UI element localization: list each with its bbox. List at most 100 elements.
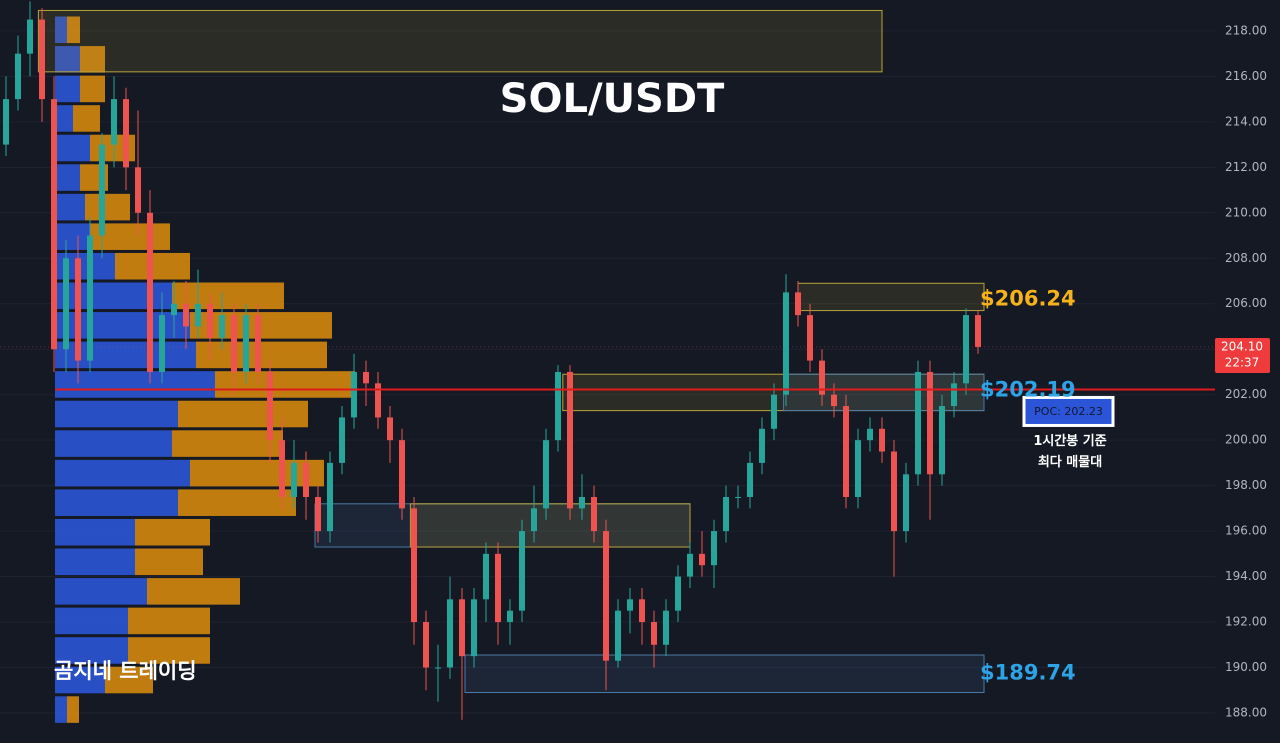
volume-sell-bar xyxy=(128,637,210,664)
candle-body xyxy=(771,394,777,429)
candle-body xyxy=(675,576,681,611)
candle-body xyxy=(555,371,561,441)
volume-sell-bar xyxy=(190,459,324,487)
candle-body xyxy=(495,553,501,623)
candle-body xyxy=(567,371,573,509)
price-label: $189.74 xyxy=(980,660,1076,684)
volume-sell-bar xyxy=(73,105,100,132)
y-tick-label: 188.00 xyxy=(1225,705,1267,719)
candle-body xyxy=(951,383,957,407)
candle-body xyxy=(519,531,525,611)
candle-body xyxy=(975,315,981,347)
candle-body xyxy=(111,99,117,145)
volume-buy-bar xyxy=(55,607,128,635)
candle-body xyxy=(591,497,597,532)
candle-body xyxy=(123,99,129,168)
volume-buy-bar xyxy=(55,637,128,664)
candle-body xyxy=(327,462,333,532)
candle-body xyxy=(699,553,705,566)
y-tick-label: 218.00 xyxy=(1225,23,1267,37)
candle-body xyxy=(387,417,393,441)
volume-buy-bar xyxy=(55,282,172,310)
volume-buy-bar xyxy=(55,400,178,428)
volume-buy-bar xyxy=(55,75,80,103)
candle-body xyxy=(471,599,477,657)
y-tick-label: 208.00 xyxy=(1225,251,1267,265)
y-tick-label: 206.00 xyxy=(1225,296,1267,310)
candle-body xyxy=(963,315,969,384)
volume-buy-bar xyxy=(55,16,67,44)
zone xyxy=(797,282,985,312)
volume-sell-bar xyxy=(172,282,284,310)
candle-body xyxy=(399,440,405,509)
volume-buy-bar xyxy=(55,223,90,250)
candle-body xyxy=(231,315,237,372)
candle-body xyxy=(279,440,285,498)
candle-body xyxy=(147,212,153,372)
volume-buy-bar xyxy=(55,459,190,487)
candle-body xyxy=(159,315,165,372)
volume-sell-bar xyxy=(80,75,105,103)
candle-body xyxy=(39,19,45,100)
candle-body xyxy=(483,553,489,600)
candle-body xyxy=(15,53,21,100)
candle-body xyxy=(75,258,81,361)
poc-label: POC: 202.23 xyxy=(1034,405,1103,418)
candle-body xyxy=(135,167,141,213)
candle-body xyxy=(51,99,57,350)
volume-buy-bar xyxy=(55,46,80,73)
candle-body xyxy=(171,303,177,316)
volume-sell-bar xyxy=(172,430,283,457)
zone xyxy=(37,9,883,73)
volume-sell-bar xyxy=(178,400,308,428)
candle-body xyxy=(867,428,873,441)
poc-note: 1시간봉 기준 xyxy=(1033,433,1106,449)
candle-body xyxy=(651,622,657,645)
volume-buy-bar xyxy=(55,518,135,546)
volume-buy-bar xyxy=(55,105,73,132)
candle-body xyxy=(807,315,813,361)
candle-body xyxy=(243,315,249,372)
volume-buy-bar xyxy=(55,489,178,516)
candle-body xyxy=(639,599,645,623)
watermark: 곰지네 트레이딩 xyxy=(54,659,197,683)
y-tick-label: 214.00 xyxy=(1225,114,1267,128)
candle-body xyxy=(255,315,261,372)
volume-sell-bar xyxy=(135,518,210,546)
y-tick-label: 200.00 xyxy=(1225,433,1267,447)
candle-body xyxy=(627,599,633,611)
volume-sell-bar xyxy=(80,46,105,73)
candle-body xyxy=(435,667,441,669)
volume-sell-bar xyxy=(147,578,240,605)
volume-sell-bar xyxy=(67,16,80,44)
volume-sell-bar xyxy=(215,371,355,398)
candle-body xyxy=(759,428,765,463)
candle-body xyxy=(855,440,861,498)
y-tick-label: 202.00 xyxy=(1225,387,1267,401)
candle-body xyxy=(267,371,273,441)
candle-body xyxy=(447,599,453,668)
volume-buy-bar xyxy=(55,548,135,576)
candle-body xyxy=(783,292,789,395)
candle-body xyxy=(63,258,69,350)
candle-body xyxy=(3,99,9,145)
volume-buy-bar xyxy=(55,164,80,191)
poc-box xyxy=(1022,395,1115,427)
y-tick-label: 210.00 xyxy=(1225,205,1267,219)
candle-body xyxy=(735,497,741,499)
candle-body xyxy=(843,406,849,498)
volume-sell-bar xyxy=(135,548,203,576)
candle-body xyxy=(315,497,321,532)
candle-body xyxy=(711,531,717,566)
candle-body xyxy=(99,144,105,236)
candle-body xyxy=(291,462,297,498)
price-label: $202.19 xyxy=(980,377,1076,401)
candle-body xyxy=(183,303,189,327)
candle-body xyxy=(879,428,885,452)
volume-sell-bar xyxy=(178,489,296,516)
volume-sell-bar xyxy=(196,341,327,369)
candle-body xyxy=(195,303,201,327)
poc-note: 최다 매물대 xyxy=(1038,454,1102,470)
